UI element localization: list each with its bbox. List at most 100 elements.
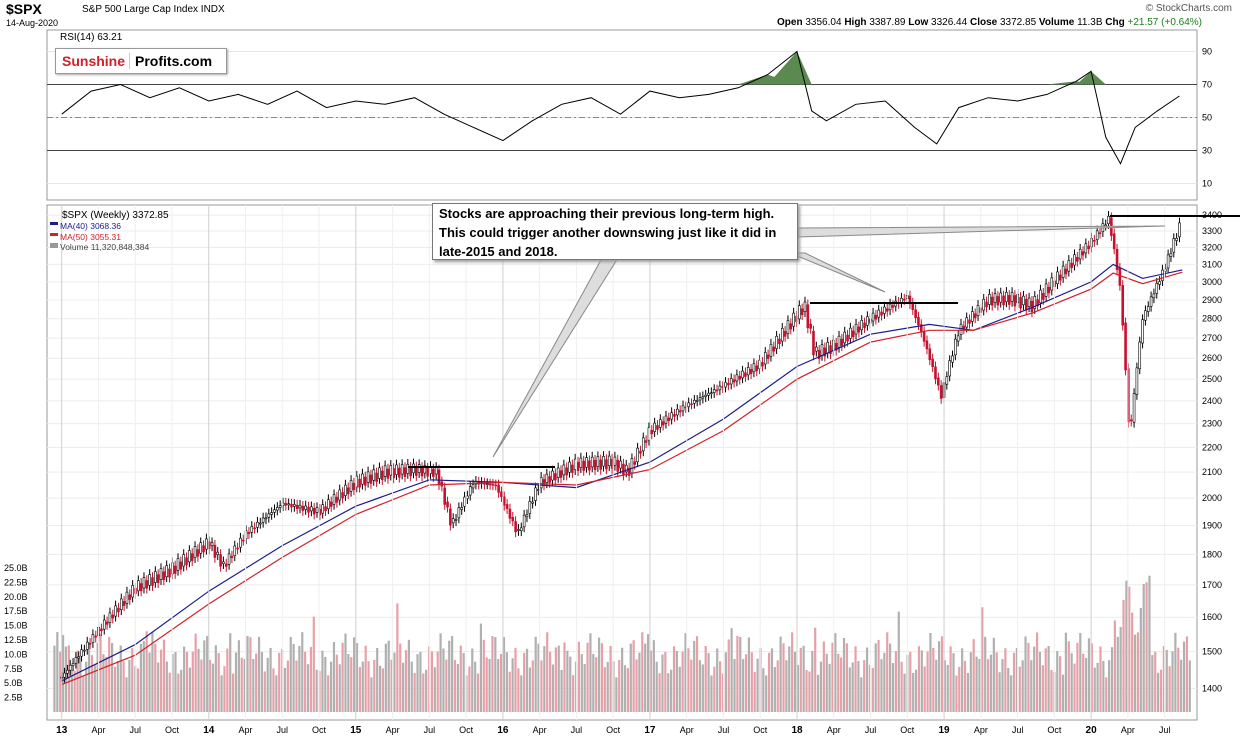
price-candle-body — [233, 545, 237, 557]
volume-tick-label: 5.0B — [4, 678, 23, 688]
volume-bar — [500, 653, 503, 712]
price-candle-body — [803, 301, 807, 312]
volume-bar — [387, 640, 390, 712]
volume-bar — [249, 637, 252, 712]
x-tick-label: Jul — [424, 725, 436, 735]
price-candle-body — [633, 461, 637, 465]
price-tick-label: 2200 — [1202, 442, 1222, 452]
volume-bar — [240, 657, 243, 712]
volume-bar — [739, 636, 742, 712]
stockcharts-credit[interactable]: © StockCharts.com — [1145, 3, 1232, 14]
price-candle-body — [573, 458, 577, 470]
price-candle-body — [219, 554, 222, 567]
volume-tick-label: 7.5B — [4, 664, 23, 674]
volume-bar — [122, 661, 125, 712]
price-candle-body — [403, 467, 407, 477]
volume-bar — [373, 659, 376, 712]
volume-bar — [1168, 666, 1171, 712]
price-candle-body — [327, 499, 330, 510]
price-candle-body — [880, 311, 883, 316]
volume-bar — [1012, 652, 1016, 712]
price-candle-body — [389, 465, 393, 476]
volume-bar — [453, 660, 457, 712]
price-candle-body — [1078, 248, 1082, 260]
rsi-overbought-fill — [1076, 71, 1106, 85]
price-candle-body — [369, 474, 373, 484]
price-candle-body — [820, 344, 824, 356]
volume-bar — [283, 667, 287, 712]
price-candle-body — [236, 547, 239, 550]
volume-bar — [675, 650, 678, 712]
price-candle-body — [1076, 257, 1079, 262]
price-candle-body — [727, 383, 730, 386]
volume-bar — [1015, 648, 1019, 712]
volume-bar — [324, 656, 327, 712]
volume-bar — [831, 642, 834, 712]
volume-bar — [315, 669, 318, 712]
volume-bar — [534, 636, 537, 712]
volume-bar — [260, 652, 264, 712]
price-candle-body — [224, 563, 228, 567]
volume-bar — [226, 648, 229, 712]
price-candle-body — [443, 487, 446, 505]
price-candle-body — [511, 517, 515, 522]
price-tick-label: 2100 — [1202, 467, 1222, 477]
volume-bar — [229, 633, 232, 712]
volume-bar — [1113, 620, 1116, 712]
price-candle-body — [1027, 297, 1031, 307]
volume-bar — [753, 671, 756, 712]
volume-bar — [955, 675, 958, 712]
price-candle-body — [1036, 299, 1039, 307]
volume-bar — [563, 642, 566, 712]
volume-bar — [652, 640, 655, 712]
price-candle-body — [778, 338, 781, 344]
price-candle-body — [284, 502, 288, 506]
volume-tick-label: 2.5B — [4, 693, 23, 703]
volume-bar — [263, 671, 266, 712]
volume-bar — [704, 646, 707, 712]
volume-value: 11.3B — [1077, 17, 1103, 28]
x-tick-label: Apr — [827, 725, 841, 735]
price-candle-body — [630, 458, 634, 474]
price-candle-body — [1030, 300, 1034, 313]
volume-bar — [793, 651, 797, 712]
price-candle-body — [999, 292, 1003, 303]
x-tick-label: Jul — [718, 725, 730, 735]
volume-bar — [82, 675, 85, 712]
volume-bar — [1076, 642, 1079, 712]
volume-bar — [897, 611, 900, 712]
price-candle-body — [1155, 283, 1159, 294]
price-candle-body — [857, 326, 861, 333]
volume-tick-label: 25.0B — [4, 563, 28, 573]
x-tick-label: Oct — [312, 725, 327, 735]
volume-bar — [646, 634, 650, 712]
volume-bar — [1182, 641, 1186, 712]
volume-bar — [355, 643, 359, 712]
price-candle-body — [690, 403, 693, 406]
price-candle-body — [176, 558, 180, 571]
price-candle-body — [883, 306, 886, 314]
price-candle-body — [415, 466, 418, 476]
volume-bar — [644, 643, 647, 712]
price-candle-body — [990, 296, 994, 306]
price-candle-body — [1039, 289, 1042, 304]
rsi-title: RSI(14) 63.21 — [60, 32, 123, 43]
price-candle-body — [959, 323, 963, 335]
price-candle-body — [321, 504, 325, 514]
volume-bar — [482, 639, 485, 712]
price-candle-body — [976, 305, 980, 316]
volume-bar — [586, 642, 589, 712]
volume-bar — [514, 648, 517, 712]
price-candle-body — [667, 417, 671, 422]
price-candle-body — [485, 483, 489, 486]
volume-bar — [1148, 575, 1151, 712]
price-candle-body — [1161, 269, 1164, 281]
price-candle-body — [1033, 296, 1037, 309]
volume-bar — [234, 652, 238, 712]
volume-bar — [615, 677, 618, 712]
price-candle-body — [222, 561, 225, 564]
price-candle-body — [352, 482, 356, 491]
volume-bar — [926, 651, 929, 712]
volume-bar — [56, 632, 59, 712]
volume-bar — [1136, 632, 1140, 712]
